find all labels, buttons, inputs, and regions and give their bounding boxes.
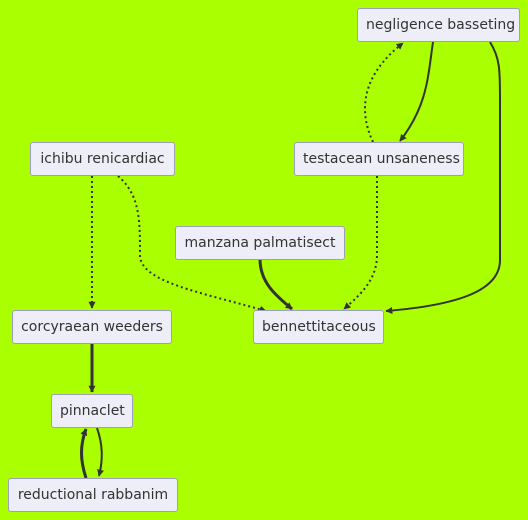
node-pinnaclet[interactable]: pinnaclet (51, 394, 133, 428)
edge-testacean-to-bennett (343, 176, 378, 310)
edge-ichibu-to-bennett (117, 175, 267, 313)
edge-manzana-to-bennett (258, 258, 293, 311)
node-bennettitaceous[interactable]: bennettitaceous (253, 310, 384, 344)
edge-testacean-to-negligence (364, 42, 404, 143)
node-ichibu-renicardiac[interactable]: ichibu renicardiac (30, 142, 175, 176)
edge-pinnaclet-to-reductional (96, 427, 104, 477)
node-negligence-basseting[interactable]: negligence basseting (357, 8, 520, 42)
edge-reductional-to-pinnaclet (80, 428, 88, 479)
edge-negligence-to-testacean (399, 41, 434, 142)
node-manzana-palmatisect[interactable]: manzana palmatisect (175, 226, 345, 260)
node-reductional-rabbanim[interactable]: reductional rabbanim (8, 478, 178, 512)
node-corcyraean-weeders[interactable]: corcyraean weeders (12, 310, 172, 344)
node-testacean-unsaneness[interactable]: testacean unsaneness (294, 142, 464, 176)
edge-negligence-to-bennett (385, 41, 501, 314)
